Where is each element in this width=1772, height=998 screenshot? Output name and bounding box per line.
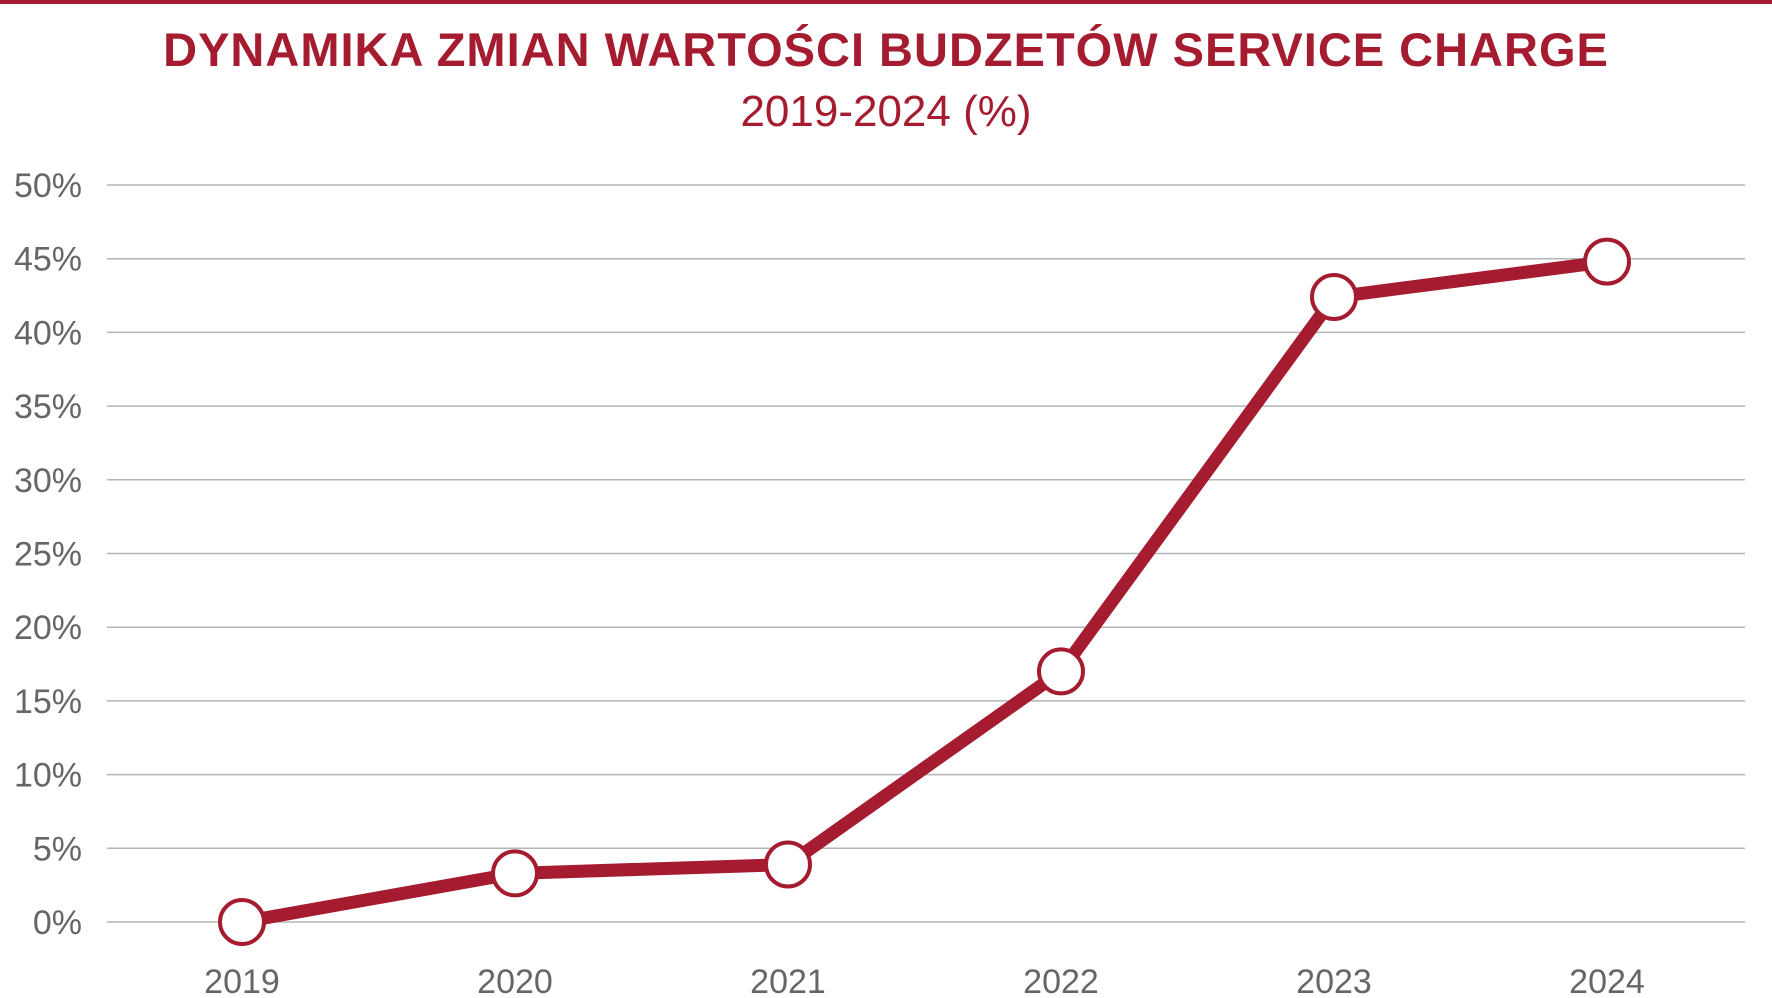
data-point — [491, 849, 539, 898]
chart-title: DYNAMIKA ZMIAN WARTOŚCI BUDZETÓW SERVICE… — [163, 23, 1609, 76]
y-tick-label: 5% — [33, 830, 82, 868]
y-tick-label: 15% — [14, 683, 82, 721]
x-tick-label: 2022 — [1023, 963, 1099, 998]
y-tick-label: 40% — [14, 314, 82, 352]
y-tick-label: 30% — [14, 462, 82, 500]
data-point — [1310, 273, 1358, 322]
series-line-layer — [235, 255, 1614, 929]
y-tick-label: 25% — [14, 536, 82, 574]
x-tick-label: 2021 — [750, 963, 826, 998]
y-tick-label: 20% — [14, 609, 82, 647]
data-point — [1583, 237, 1631, 286]
data-point — [218, 898, 266, 946]
data-point — [1037, 647, 1085, 696]
chart-subtitle: 2019-2024 (%) — [740, 87, 1032, 136]
y-axis-ticks: 0% 5% 10% 15% 20% 25% 30% 35% 40% 45% 50% — [14, 167, 82, 942]
y-tick-label: 35% — [14, 388, 82, 426]
y-tick-label: 45% — [14, 241, 82, 279]
y-tick-label: 10% — [14, 757, 82, 795]
x-tick-label: 2024 — [1569, 963, 1645, 998]
x-tick-label: 2023 — [1296, 963, 1372, 998]
series-line — [235, 255, 1614, 929]
data-point — [764, 840, 812, 889]
gridlines — [107, 184, 1745, 923]
series-points — [218, 237, 1631, 946]
x-tick-label: 2020 — [477, 963, 553, 998]
x-axis-ticks: 2019 2020 2021 2022 2023 2024 — [204, 963, 1645, 998]
y-tick-label: 50% — [14, 167, 82, 205]
y-tick-label: 0% — [33, 904, 82, 942]
top-rule — [0, 0, 1772, 4]
x-tick-label: 2019 — [204, 963, 280, 998]
